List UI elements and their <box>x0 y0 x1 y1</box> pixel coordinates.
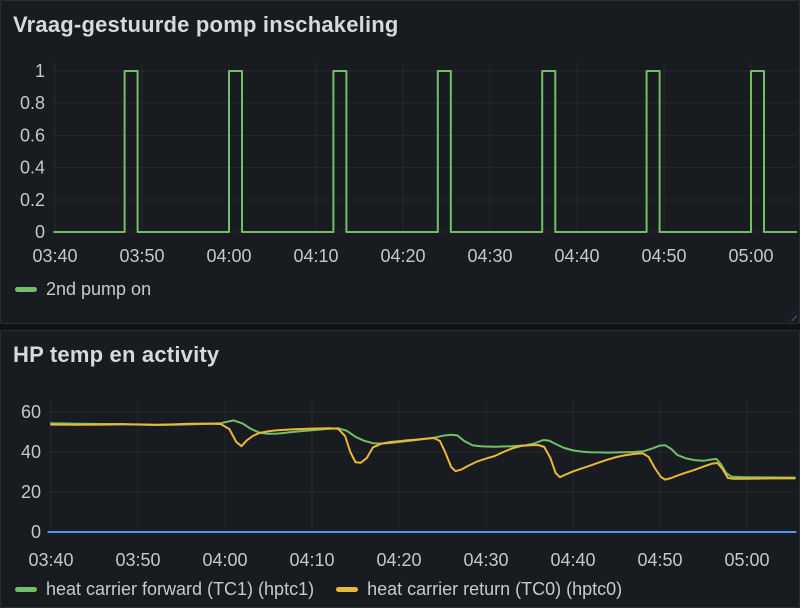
panel-resize-handle[interactable] <box>786 310 797 321</box>
svg-text:05:00: 05:00 <box>724 550 769 570</box>
svg-text:04:10: 04:10 <box>293 246 338 266</box>
svg-text:04:20: 04:20 <box>380 246 425 266</box>
legend-series-marker <box>15 586 37 592</box>
legend: 2nd pump on <box>15 277 151 301</box>
svg-text:40: 40 <box>21 442 41 462</box>
svg-text:04:10: 04:10 <box>289 550 334 570</box>
legend: heat carrier forward (TC1) (hptc1) heat c… <box>15 577 622 601</box>
svg-text:04:30: 04:30 <box>463 550 508 570</box>
legend-series-label: heat carrier forward (TC1) (hptc1) <box>46 578 315 599</box>
svg-text:60: 60 <box>21 402 41 422</box>
svg-text:03:40: 03:40 <box>32 246 77 266</box>
svg-text:04:20: 04:20 <box>376 550 421 570</box>
pump-activation-chart[interactable]: 0 0.2 0.4 0.6 0.8 1 03:40 03:50 04:00 04:10 04:20 0… <box>1 1 800 325</box>
panel-hp-temp-activity: HP temp en activity 0 20 40 60 03:40 03:50 04:… <box>0 330 800 608</box>
svg-text:03:50: 03:50 <box>115 550 160 570</box>
hp-temp-activity-chart[interactable]: 0 20 40 60 03:40 03:50 04:00 04:10 04:20 04:30 04:… <box>1 331 800 608</box>
legend-series-label: 2nd pump on <box>46 278 152 299</box>
panel-pump-activation: Vraag-gestuurde pomp inschakeling 0 0.2 0.… <box>0 0 800 324</box>
legend-item-1[interactable]: 2nd pump on <box>15 279 151 300</box>
svg-text:0.4: 0.4 <box>20 158 45 178</box>
panel-title[interactable]: HP temp en activity <box>13 342 220 367</box>
legend-item-1[interactable]: heat carrier forward (TC1) (hptc1) <box>15 579 314 600</box>
svg-text:20: 20 <box>21 482 41 502</box>
legend-series-label: heat carrier return (TC0) (hptc0) <box>367 578 623 599</box>
legend-item-2[interactable]: heat carrier return (TC0) (hptc0) <box>336 579 622 600</box>
svg-text:03:50: 03:50 <box>119 246 164 266</box>
legend-series-marker <box>336 586 359 592</box>
svg-text:0.8: 0.8 <box>20 93 45 113</box>
legend-series-marker <box>15 286 37 292</box>
svg-text:0: 0 <box>35 222 45 242</box>
panel-title[interactable]: Vraag-gestuurde pomp inschakeling <box>13 12 399 37</box>
svg-text:0.2: 0.2 <box>20 190 45 210</box>
svg-text:04:30: 04:30 <box>467 246 512 266</box>
svg-text:1: 1 <box>35 61 45 81</box>
svg-text:0: 0 <box>31 522 41 542</box>
svg-text:04:40: 04:40 <box>550 550 595 570</box>
svg-text:04:40: 04:40 <box>554 246 599 266</box>
svg-text:04:00: 04:00 <box>202 550 247 570</box>
svg-text:0.6: 0.6 <box>20 125 45 145</box>
svg-text:03:40: 03:40 <box>28 550 73 570</box>
svg-text:05:00: 05:00 <box>728 246 773 266</box>
svg-text:04:50: 04:50 <box>637 550 682 570</box>
svg-text:04:50: 04:50 <box>641 246 686 266</box>
svg-text:04:00: 04:00 <box>206 246 251 266</box>
